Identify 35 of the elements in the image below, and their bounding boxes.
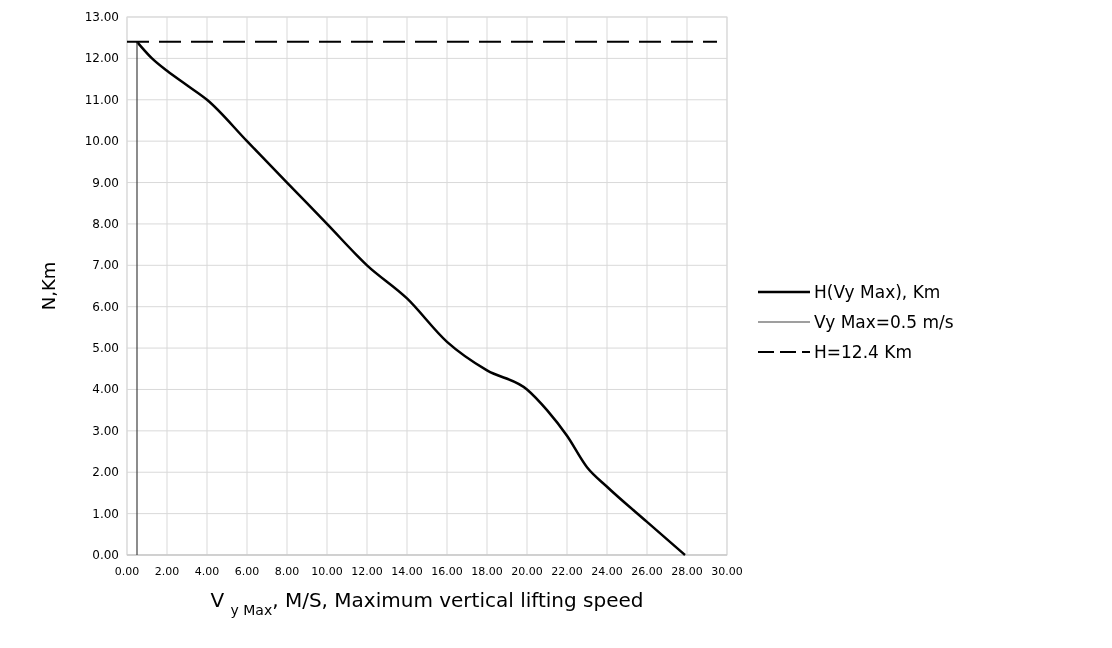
y-tick-label: 5.00	[92, 341, 119, 356]
x-tick-label: 28.00	[671, 565, 703, 578]
x-tick-label: 22.00	[551, 565, 583, 578]
x-tick-label: 12.00	[351, 565, 383, 578]
legend-label: H=12.4 Km	[814, 342, 912, 362]
x-tick-label: 4.00	[194, 565, 220, 578]
x-tick-label: 30.00	[711, 565, 743, 578]
y-tick-label: 13.00	[84, 10, 119, 24]
x-tick-label: 6.00	[234, 565, 260, 578]
y-tick-label: 12.00	[84, 51, 119, 66]
x-tick-label: 8.00	[274, 565, 300, 578]
x-tick-label: 26.00	[631, 565, 663, 578]
x-axis-title: V $_{y Max}$, M/S, Maximum vertical lifting speed	[210, 588, 644, 618]
y-tick-label: 6.00	[92, 299, 119, 314]
y-tick-label: 3.00	[92, 423, 119, 438]
y-axis-title: N,Km	[38, 261, 59, 311]
x-tick-label: 0.00	[114, 565, 140, 578]
x-tick-label: 2.00	[154, 565, 180, 578]
x-tick-label: 24.00	[591, 565, 623, 578]
y-tick-label: 2.00	[92, 465, 119, 480]
y-tick-label: 8.00	[92, 216, 119, 231]
y-tick-label: 1.00	[92, 506, 119, 521]
y-tick-label: 4.00	[92, 382, 119, 397]
x-tick-label: 18.00	[471, 565, 503, 578]
y-tick-label: 9.00	[92, 175, 119, 190]
y-tick-label: 0.00	[92, 548, 119, 562]
x-tick-label: 20.00	[511, 565, 543, 578]
y-tick-label: 11.00	[84, 92, 119, 107]
legend-label: H(Vy Max), Km	[814, 282, 941, 302]
legend-label: Vy Max=0.5 m/s	[814, 312, 954, 332]
y-tick-label: 7.00	[92, 258, 119, 273]
x-tick-label: 14.00	[391, 565, 423, 578]
x-tick-label: 16.00	[431, 565, 463, 578]
x-tick-label: 10.00	[311, 565, 343, 578]
y-tick-label: 10.00	[84, 134, 119, 149]
